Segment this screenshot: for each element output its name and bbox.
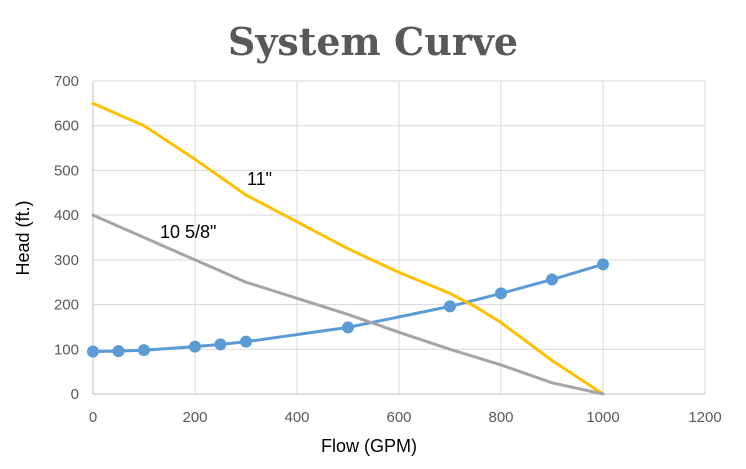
series (87, 101, 609, 396)
series-0-point (597, 258, 609, 271)
series-0-point (112, 345, 125, 358)
y-tick-label: 100 (54, 341, 79, 358)
y-tick-label: 600 (54, 118, 79, 135)
y-tick-label: 500 (54, 162, 79, 179)
y-tick-label: 300 (54, 252, 79, 269)
series-2-line (91, 213, 605, 396)
annotation-11-inch: 11" (247, 169, 272, 189)
series-1-line (91, 101, 605, 396)
chart-title: System Curve (228, 19, 518, 64)
y-tick-label: 200 (54, 297, 79, 314)
series-0-point (342, 321, 354, 334)
series-0-point (495, 287, 507, 300)
series-0-line (91, 262, 605, 353)
x-tick-label: 0 (89, 409, 97, 426)
x-tick-label: 200 (182, 409, 207, 426)
y-tick-label: 400 (54, 207, 79, 224)
x-tick-label: 600 (386, 409, 411, 426)
x-tick-label: 400 (284, 409, 309, 426)
x-axis-label: Flow (GPM) (321, 436, 417, 456)
series-0-point (444, 300, 456, 313)
x-tick-label: 1000 (586, 409, 619, 426)
series-0-point (546, 273, 558, 286)
series-0-point (214, 338, 227, 351)
series-0-point (138, 344, 150, 357)
x-tick-label: 1200 (688, 409, 721, 426)
y-axis-label: Head (ft.) (13, 200, 33, 275)
tick-labels: 0 100 200 300 400 500 600 700 0 200 400 600 800 1000 1… (54, 73, 722, 426)
series-0-point (87, 345, 99, 358)
series-0-point (189, 340, 201, 353)
y-tick-label: 0 (71, 386, 79, 403)
y-tick-label: 700 (54, 73, 79, 90)
annotation-10-5-8-inch: 10 5/8" (160, 222, 216, 242)
x-tick-label: 800 (488, 409, 513, 426)
series-0-point (240, 335, 252, 348)
